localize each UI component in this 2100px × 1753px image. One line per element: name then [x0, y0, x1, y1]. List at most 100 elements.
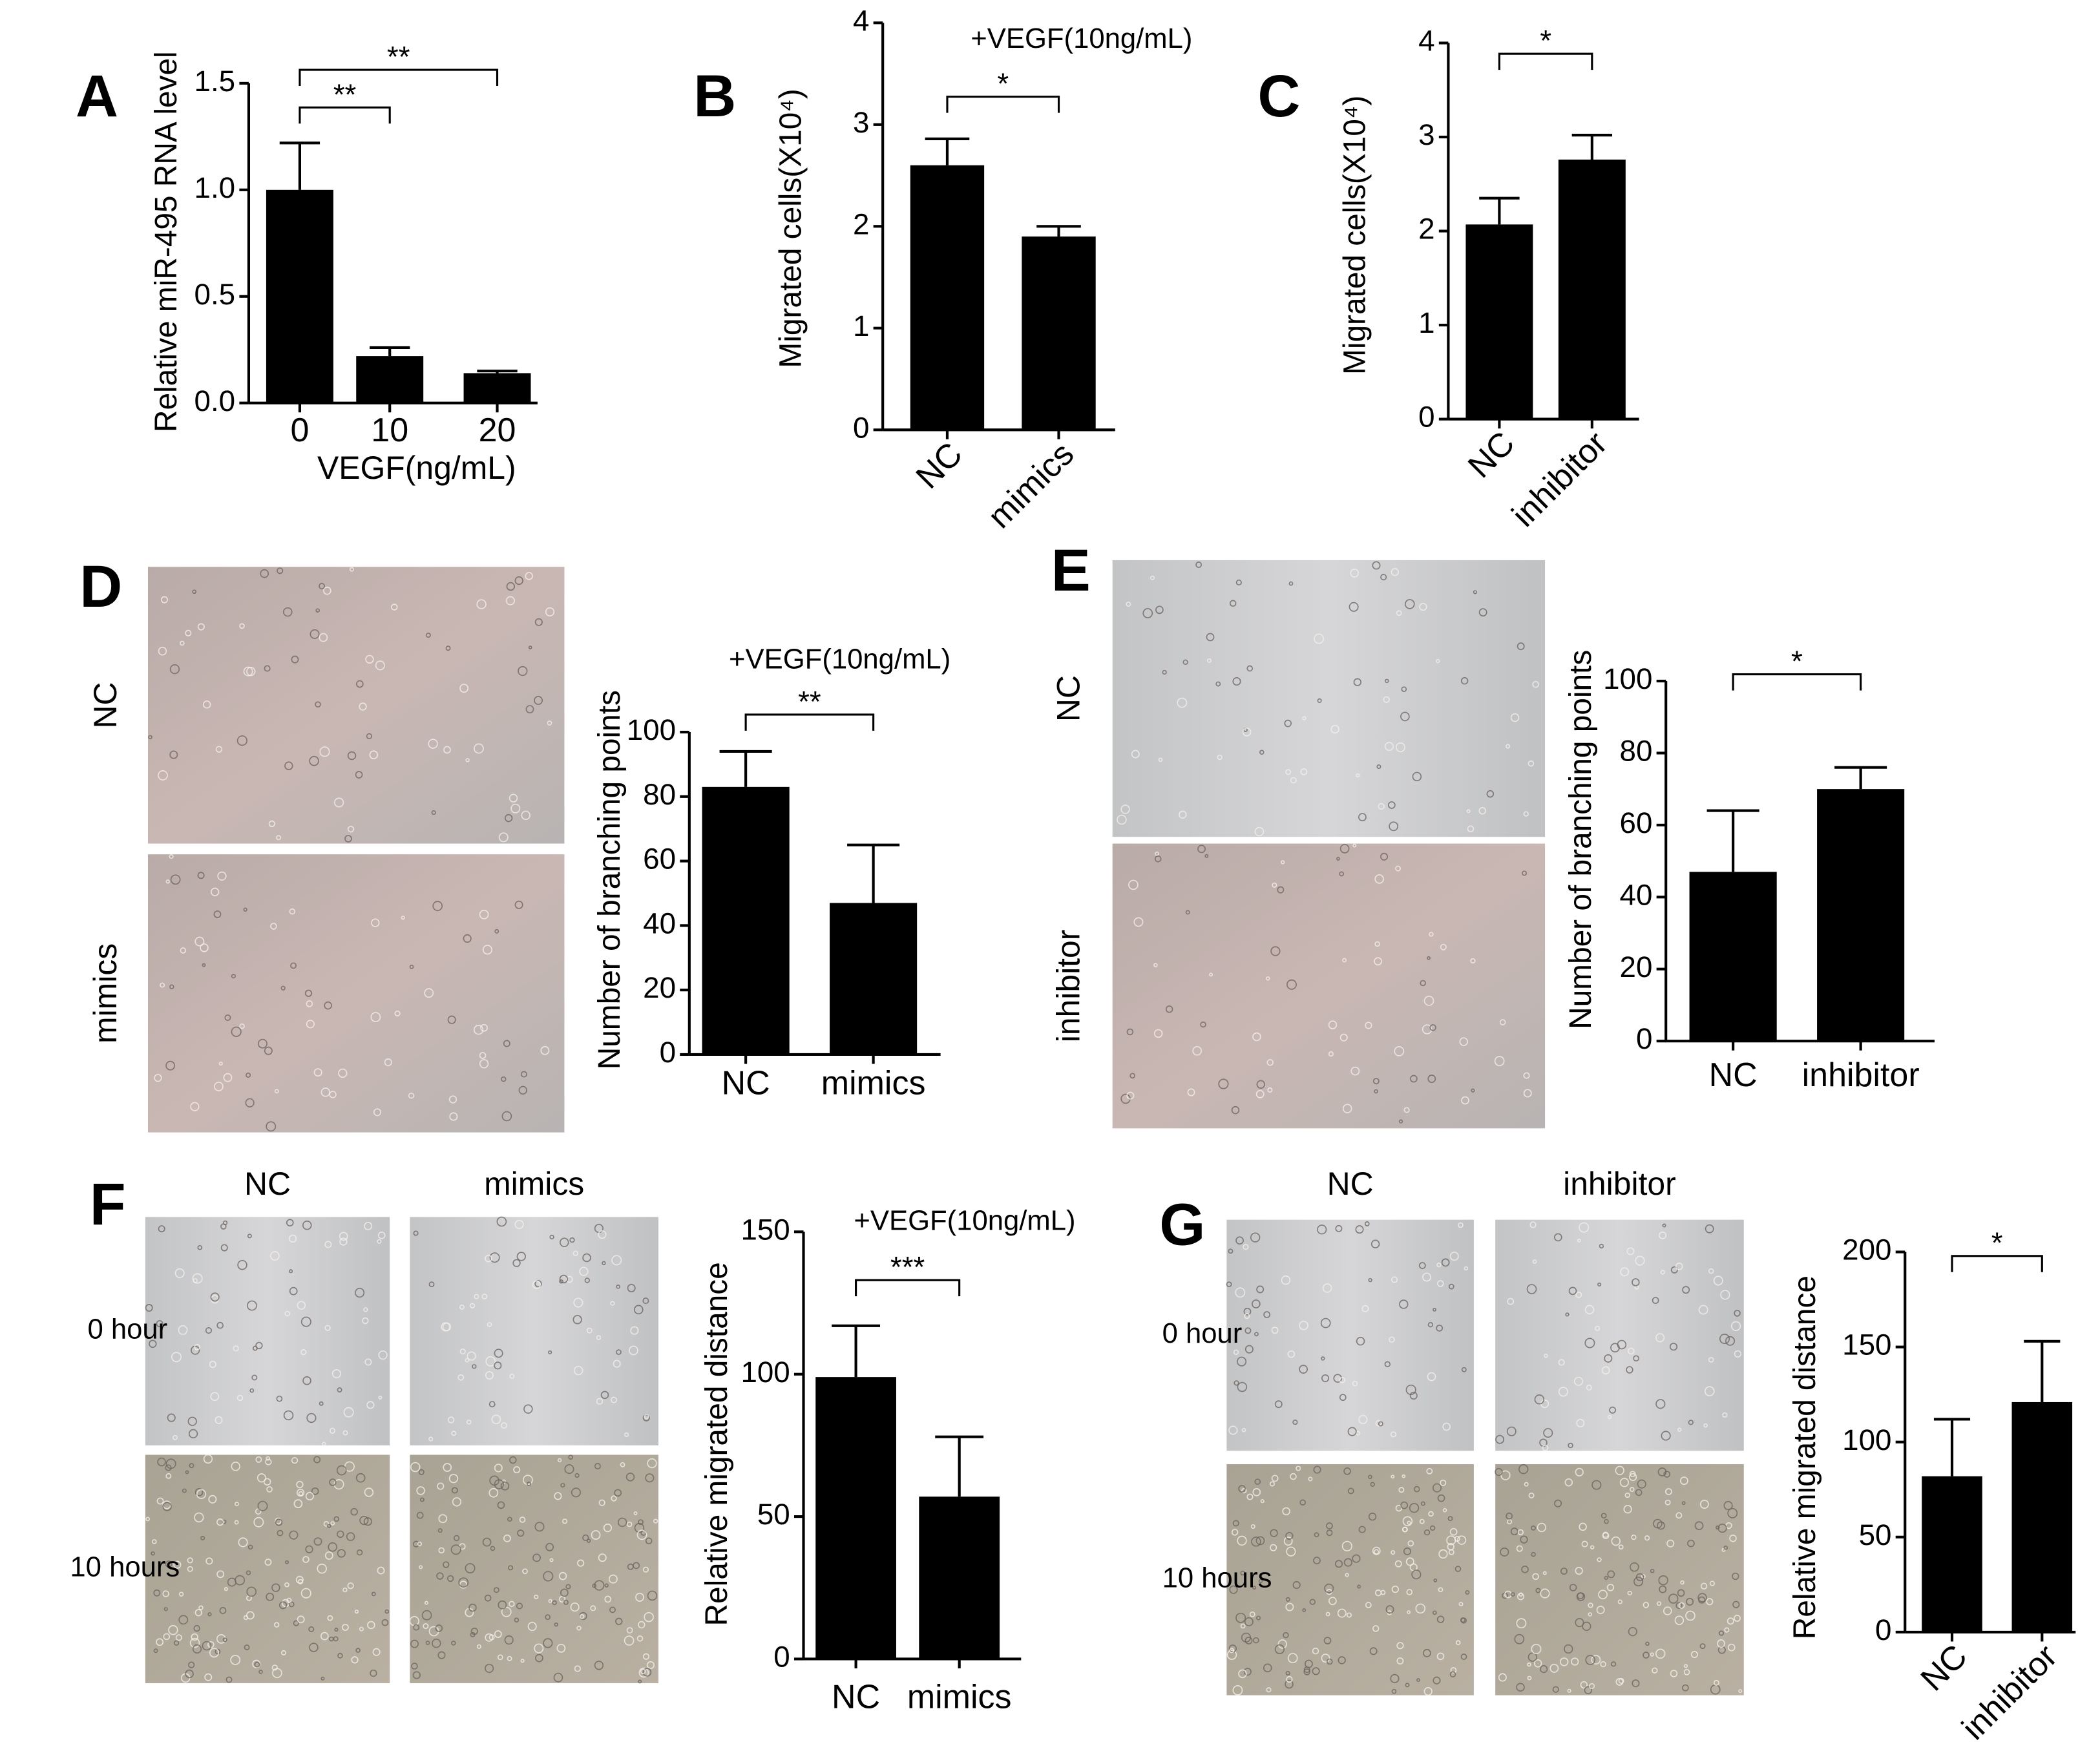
cell: [200, 943, 209, 952]
chart-title: +VEGF(10ng/mL): [729, 643, 950, 675]
cell: [394, 1010, 401, 1017]
cell: [1495, 1434, 1505, 1444]
cell: [1456, 1535, 1467, 1545]
cell: [1131, 750, 1140, 759]
cell: [459, 1348, 466, 1355]
cell: [263, 1478, 271, 1486]
cell: [474, 743, 484, 754]
significance-label: *: [1991, 1226, 2003, 1259]
cell: [370, 1669, 377, 1677]
y-tick-label: 50: [1859, 1518, 1892, 1551]
cell: [636, 1635, 644, 1642]
cell: [1585, 1655, 1596, 1665]
cell: [1432, 1483, 1442, 1493]
cell: [1637, 1479, 1646, 1489]
cell: [247, 1233, 252, 1239]
cell: [1430, 1525, 1436, 1531]
cell: [479, 1059, 489, 1069]
cell: [437, 1651, 446, 1659]
cell: [153, 1589, 161, 1597]
cell: [1155, 851, 1159, 856]
cell: [1518, 1464, 1529, 1475]
cell: [1266, 1059, 1274, 1066]
cell: [271, 1583, 280, 1592]
cell: [300, 1349, 307, 1356]
bar: [1817, 789, 1905, 1042]
cell: [1575, 1291, 1582, 1298]
cell: [638, 1621, 646, 1629]
cell: [568, 1454, 574, 1460]
cell: [1666, 1539, 1675, 1548]
cell: [473, 1025, 484, 1035]
cell: [1422, 1272, 1432, 1282]
cell: [1406, 1589, 1413, 1595]
cell: [1391, 1475, 1395, 1479]
cell: [638, 1519, 644, 1526]
cell: [1721, 1548, 1726, 1552]
cell: [1206, 633, 1215, 642]
cell: [1314, 633, 1325, 644]
cell: [553, 1672, 563, 1683]
cell: [1575, 1618, 1584, 1628]
cell: [448, 1095, 457, 1104]
cell: [1602, 1532, 1610, 1540]
cell: [275, 1517, 282, 1525]
cell: [1588, 1612, 1592, 1617]
cell: [1662, 1223, 1666, 1228]
cell: [306, 1412, 317, 1423]
cell: [1129, 1073, 1135, 1079]
cell: [255, 1341, 263, 1350]
cell: [1200, 1021, 1206, 1028]
cell: [1378, 803, 1385, 810]
cell: [1597, 1557, 1602, 1562]
cell: [1478, 807, 1487, 815]
cell: [258, 1670, 263, 1674]
cell: [1571, 1657, 1579, 1666]
cell: [1619, 1478, 1630, 1487]
cell: [1374, 1549, 1380, 1555]
cell: [1565, 1312, 1570, 1317]
cell: [1353, 678, 1362, 686]
cell: [187, 1557, 193, 1564]
cell: [1626, 1247, 1635, 1255]
cell: [1402, 1516, 1413, 1527]
cell: [1680, 1580, 1685, 1585]
y-tick-label: 2: [1418, 213, 1434, 246]
cell: [1661, 1431, 1671, 1441]
cell: [1635, 1573, 1644, 1582]
cell: [1579, 1222, 1590, 1233]
cell: [410, 1639, 419, 1648]
cell: [1727, 1643, 1736, 1652]
cell: [149, 1339, 157, 1348]
cell: [1458, 1602, 1464, 1606]
cell: [1675, 1263, 1683, 1270]
cell: [1633, 1577, 1644, 1587]
cell: [603, 1523, 613, 1533]
cell: [504, 1635, 514, 1645]
cell: [207, 1612, 212, 1617]
cell: [315, 608, 320, 613]
y-tick-label: 3: [853, 106, 869, 139]
cell: [1370, 1482, 1375, 1487]
cell: [153, 1648, 158, 1653]
cell: [365, 655, 374, 664]
cell: [1415, 1603, 1426, 1614]
cell: [1579, 1522, 1587, 1531]
cell: [313, 1068, 322, 1077]
cell: [1395, 1504, 1403, 1512]
error-bar: [1036, 225, 1081, 237]
chart-title: +VEGF(10ng/mL): [854, 1204, 1075, 1236]
cell: [1540, 1588, 1550, 1599]
cell: [1299, 1365, 1308, 1374]
cell: [359, 1515, 369, 1526]
cell: [220, 1244, 228, 1252]
cell: [479, 1052, 487, 1059]
cell: [419, 1565, 423, 1569]
cell: [1243, 1307, 1252, 1316]
cell: [1409, 1391, 1418, 1400]
row-label: inhibitor: [1050, 930, 1086, 1043]
cell: [1588, 1602, 1593, 1608]
cell: [238, 1537, 248, 1548]
cell: [1687, 1539, 1695, 1548]
cell: [1242, 728, 1252, 737]
